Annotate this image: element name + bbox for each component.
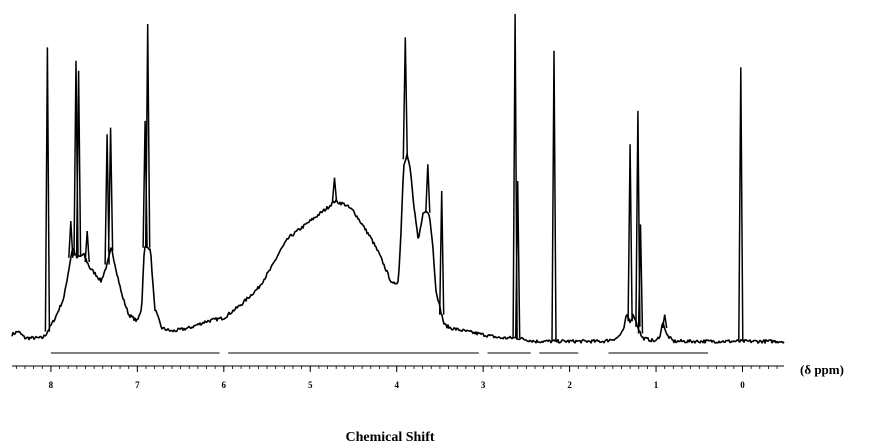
spectrum-peak <box>637 224 644 334</box>
spectrum-peak <box>402 37 409 160</box>
x-axis-tick-label: 2 <box>567 380 572 390</box>
spectrum-peak <box>438 190 445 315</box>
spectrum-peak <box>738 67 744 342</box>
x-axis-tick-label: 6 <box>222 380 227 390</box>
spectrum-peak <box>551 50 557 342</box>
spectrum-peak <box>661 314 668 329</box>
x-axis-tick-labels: 8 7 6 5 4 3 2 1 0 <box>49 380 746 390</box>
x-axis-tick-label: 3 <box>481 380 486 390</box>
spectrum-peak <box>84 231 90 263</box>
x-axis-tick-label: 4 <box>394 380 399 390</box>
spectrum-peak <box>75 70 82 258</box>
spectrum-peak <box>627 144 633 322</box>
spectrum-peak <box>425 164 431 213</box>
x-axis-tick-label: 1 <box>654 380 659 390</box>
spectrum-peak <box>514 180 521 339</box>
spectrum-peak <box>44 47 51 332</box>
spectrum-peaks <box>44 13 744 342</box>
spectrum-peak <box>144 23 151 248</box>
x-axis-tick-label: 5 <box>308 380 313 390</box>
plot-area: 8 7 6 5 4 3 2 1 0 <box>11 13 785 390</box>
spectrum-peak <box>107 127 114 252</box>
x-axis-major-ticks <box>50 366 744 372</box>
spectrum-peak <box>68 221 74 258</box>
x-axis-tick-label: 0 <box>740 380 745 390</box>
spectrum-peak <box>331 177 338 202</box>
x-axis-tick-label: 8 <box>49 380 54 390</box>
spectrum-trace <box>11 153 785 344</box>
x-axis-title: Chemical Shift <box>345 430 434 445</box>
x-axis-unit-label: (δ ppm) <box>800 362 844 377</box>
x-axis-tick-label: 7 <box>135 380 140 390</box>
